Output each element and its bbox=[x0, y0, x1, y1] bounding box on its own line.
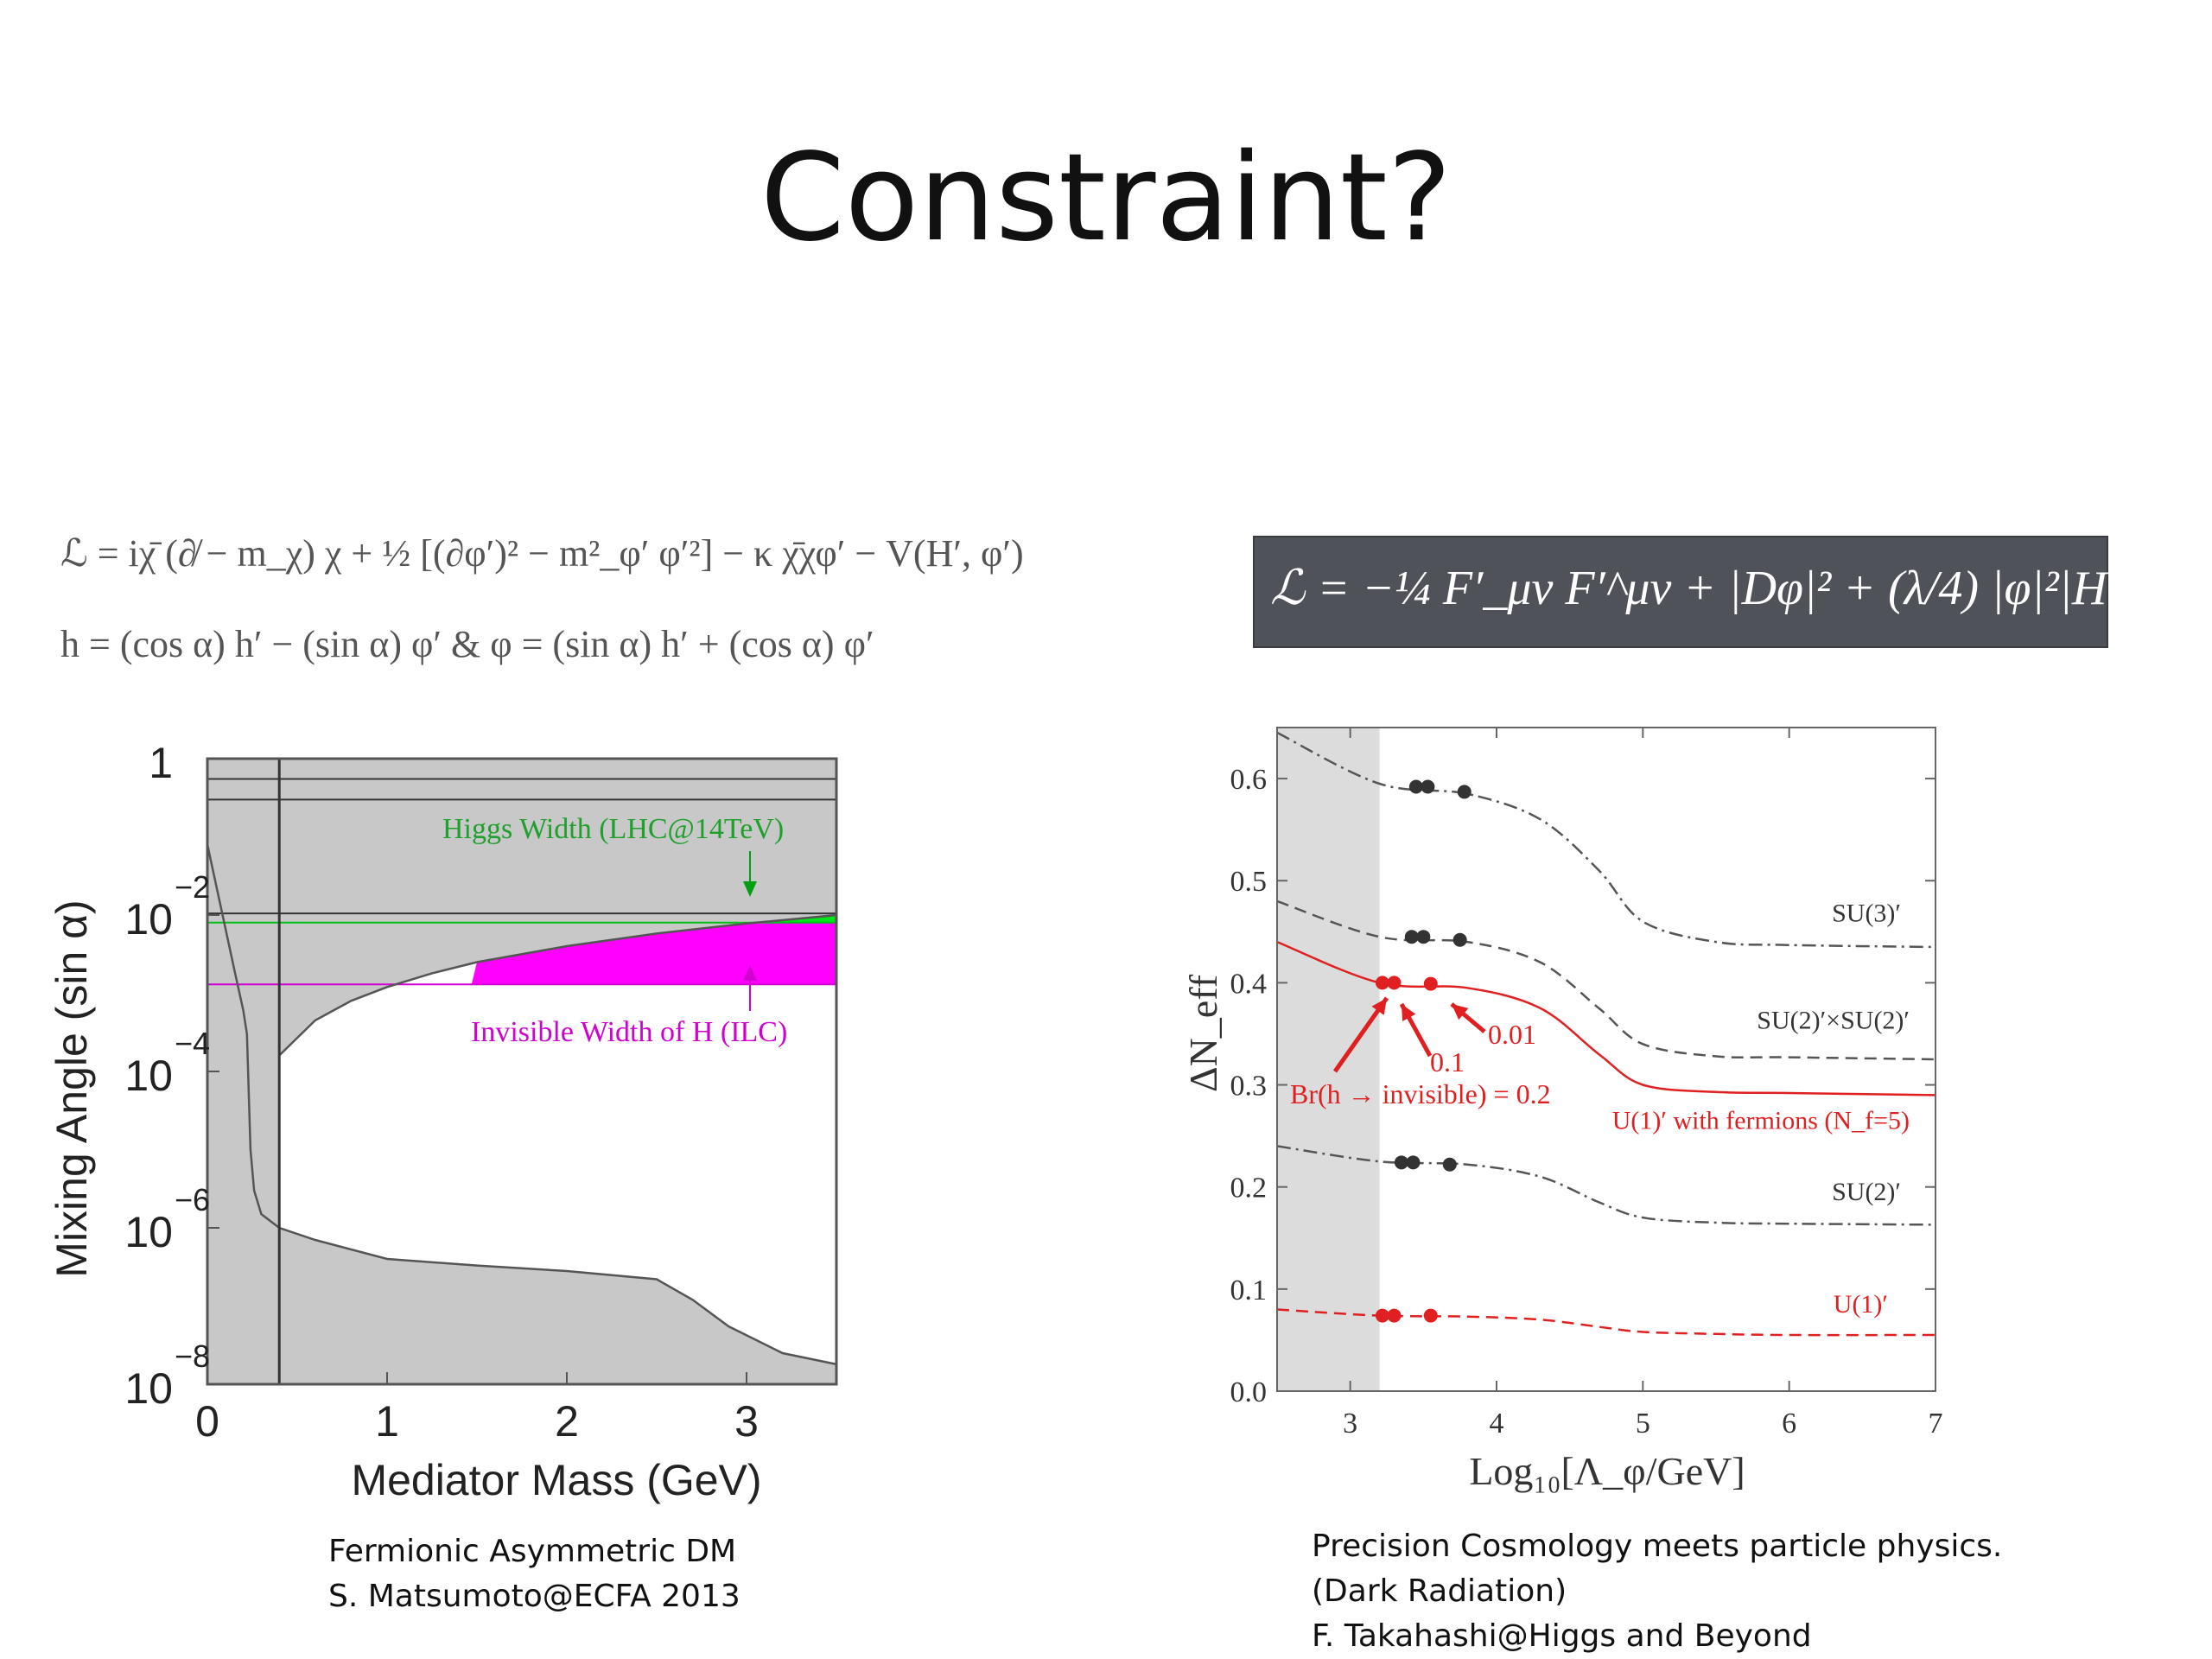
series-label: SU(2)′×SU(2)′ bbox=[1757, 1007, 1910, 1035]
data-point bbox=[1404, 930, 1419, 944]
axis-ticks-right: 3 4 5 6 7 0.0 0.1 0.2 0.3 0.4 0.5 0.6 bbox=[1230, 728, 1943, 1440]
x-tick-label: 4 bbox=[1490, 1408, 1504, 1440]
data-point bbox=[1416, 930, 1431, 944]
x-tick-label: 3 bbox=[734, 1397, 759, 1446]
left-caption-line: S. Matsumoto@ECFA 2013 bbox=[328, 1579, 741, 1614]
x-axis-label-right: Log₁₀[Λ_φ/GeV] bbox=[1469, 1449, 1745, 1493]
series-label: SU(2)′ bbox=[1832, 1178, 1901, 1206]
right-caption-line: (Dark Radiation) bbox=[1312, 1573, 1567, 1609]
y-tick-label: 0.4 bbox=[1230, 968, 1268, 1000]
arrow-0.2-head bbox=[1371, 998, 1387, 1015]
y-tick-label: 0.1 bbox=[1230, 1274, 1268, 1306]
y-tick-label: 10 bbox=[124, 1052, 173, 1100]
data-point bbox=[1457, 785, 1471, 799]
data-point bbox=[1387, 1308, 1402, 1323]
right-caption-line: Precision Cosmology meets particle physi… bbox=[1312, 1529, 2003, 1564]
y-tick-label: 1 bbox=[149, 739, 173, 787]
data-point bbox=[1452, 932, 1467, 947]
y-tick-label: 0.0 bbox=[1230, 1376, 1268, 1408]
x-tick-label: 6 bbox=[1782, 1408, 1796, 1440]
y-tick-exponent: −8 bbox=[175, 1338, 210, 1374]
y-tick-exponent: −2 bbox=[175, 869, 210, 905]
y-tick-label: 10 bbox=[124, 895, 173, 944]
arrow-0.01-head bbox=[1452, 1004, 1469, 1020]
delta-neff-chart: 3 4 5 6 7 0.0 0.1 0.2 0.3 0.4 0.5 0.6 SU(3)′ SU(2)′×… bbox=[1181, 727, 1943, 1493]
y-tick-label: 0.6 bbox=[1230, 764, 1268, 796]
x-tick-label: 3 bbox=[1343, 1408, 1357, 1440]
series-label: U(1)′ with fermions (N_f=5) bbox=[1612, 1106, 1910, 1135]
series-line bbox=[1276, 731, 1936, 949]
x-tick-label: 7 bbox=[1929, 1408, 1943, 1440]
series-points bbox=[1375, 779, 1471, 1323]
data-point bbox=[1387, 976, 1402, 990]
data-point bbox=[1423, 976, 1438, 991]
x-tick-label: 5 bbox=[1636, 1408, 1650, 1440]
higgs-width-label: Higgs Width (LHC@14TeV) bbox=[442, 813, 784, 845]
left-caption: Fermionic Asymmetric DM S. Matsumoto@ECF… bbox=[328, 1529, 741, 1619]
plot-frame-right bbox=[1276, 727, 1936, 1392]
mixing-equation: h = (cos α) h′ − (sin α) φ′ & φ = (sin α… bbox=[60, 623, 874, 665]
x-axis-label: Mediator Mass (GeV) bbox=[351, 1456, 761, 1504]
lower-boundary-curve bbox=[278, 913, 837, 1057]
y-axis-label-right: ΔN_eff bbox=[1181, 974, 1225, 1092]
excluded-band bbox=[1277, 728, 1380, 1391]
y-tick-label: 0.3 bbox=[1230, 1071, 1268, 1103]
series-line bbox=[1276, 899, 1936, 1061]
data-point bbox=[1375, 1308, 1389, 1323]
data-point bbox=[1421, 779, 1435, 794]
green-arrow-head bbox=[743, 881, 757, 897]
x-tick-label: 2 bbox=[555, 1397, 579, 1446]
series-label: U(1)′ bbox=[1834, 1290, 1888, 1319]
invisible-width-band bbox=[471, 922, 836, 985]
y-tick-label: 0.2 bbox=[1230, 1173, 1268, 1205]
y-tick-label: 0.5 bbox=[1230, 866, 1268, 898]
arrow-0.1-head bbox=[1402, 1004, 1416, 1021]
lagrangian-equation-right: ℒ = −¼ F′_μν F′^μν + |Dφ|² + (λ/4) |φ|²|… bbox=[1270, 562, 2212, 615]
series-labels: SU(3)′ SU(2)′×SU(2)′ U(1)′ with fermions (… bbox=[1612, 899, 1910, 1319]
data-point bbox=[1406, 1155, 1421, 1170]
allowed-region bbox=[279, 915, 836, 1364]
right-caption-line: F. Takahashi@Higgs and Beyond bbox=[1312, 1618, 1812, 1654]
data-point bbox=[1423, 1308, 1438, 1323]
upper-boundary-curve bbox=[206, 844, 837, 1366]
lagrangian-equation-left: ℒ = iχ̄ (∂̸ − m_χ) χ + ½ [(∂φ′)² − m²_φ′… bbox=[60, 532, 1024, 575]
magenta-arrow-head bbox=[743, 965, 757, 981]
higgs-width-band bbox=[737, 913, 836, 924]
slide-title: Constraint? bbox=[760, 128, 1452, 269]
series-line bbox=[1276, 1145, 1936, 1226]
branching-ratio-label: Br(h → invisible) = 0.2 bbox=[1290, 1078, 1551, 1109]
y-tick-label: 10 bbox=[124, 1208, 173, 1256]
data-point bbox=[1394, 1155, 1408, 1170]
x-tick-label: 1 bbox=[375, 1397, 399, 1446]
invisible-width-label: Invisible Width of H (ILC) bbox=[471, 1016, 787, 1048]
branching-0.01-label: 0.01 bbox=[1488, 1019, 1536, 1050]
y-tick-exponent: −4 bbox=[175, 1026, 210, 1061]
y-axis-label: Mixing Angle (sin α) bbox=[48, 899, 96, 1277]
right-caption: Precision Cosmology meets particle physi… bbox=[1312, 1524, 2002, 1659]
data-point bbox=[1375, 976, 1389, 990]
data-point bbox=[1442, 1157, 1457, 1172]
data-point bbox=[1408, 779, 1423, 794]
branching-arrows bbox=[1332, 996, 1486, 1073]
series-label: SU(3)′ bbox=[1832, 899, 1901, 927]
branching-0.1-label: 0.1 bbox=[1430, 1046, 1465, 1077]
x-tick-label: 0 bbox=[195, 1397, 219, 1446]
left-caption-line: Fermionic Asymmetric DM bbox=[328, 1534, 737, 1569]
annotation-arrows bbox=[743, 851, 757, 1011]
lagrangian-equation-box: ℒ = −¼ F′_μν F′^μν + |Dφ|² + (λ/4) |φ|²|… bbox=[1253, 536, 2212, 648]
y-tick-exponent: −6 bbox=[175, 1182, 210, 1217]
horizontal-limit-lines bbox=[207, 778, 836, 986]
y-tick-label: 10 bbox=[124, 1364, 173, 1413]
